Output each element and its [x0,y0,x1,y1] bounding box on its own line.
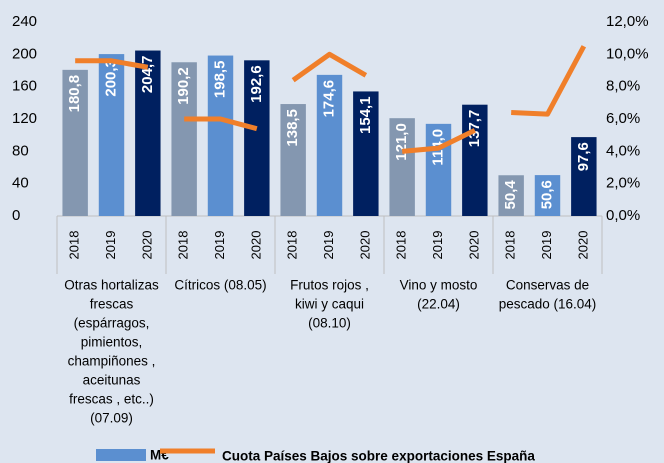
group-label: Cítricos (08.05) [174,278,266,293]
x-tick-label: 2019 [103,231,118,260]
value-label: 200,3 [102,59,119,97]
bar [207,55,234,216]
x-tick-label: 2020 [139,231,154,260]
legend-swatch [96,449,146,461]
bar [425,123,452,216]
group-label: champiñones , [68,354,156,369]
x-tick-label: 2020 [575,231,590,260]
bar [135,50,161,217]
x-tick-label: 2020 [466,231,481,260]
bar [244,60,270,216]
bar [280,104,306,216]
bar [389,118,415,216]
y-tick-label: 200 [12,45,37,62]
x-tick-label: 2018 [394,231,409,260]
y2-tick-label: 2,0% [606,175,640,192]
group-label: frescas , etc..) [69,392,154,407]
y2-tick-label: 8,0% [606,78,640,95]
group-label: kiwi y caqui [295,297,364,312]
group-label: Frutos rojos , [290,278,369,293]
bar [316,74,343,217]
y-tick-label: 120 [12,110,37,127]
y-tick-label: 40 [12,175,29,192]
value-label: 190,2 [175,67,192,105]
value-label: 97,6 [575,142,592,171]
group-label: (08.10) [308,316,351,331]
group-label: frescas [90,297,134,312]
group-label: Conservas de [506,278,589,293]
x-tick-label: 2019 [321,231,336,260]
value-label: 154,1 [357,96,374,134]
bar [571,137,597,216]
x-tick-label: 2019 [430,231,445,260]
group-label: Vino y mosto [400,278,478,293]
line-segment [291,51,368,83]
y2-tick-label: 0,0% [606,207,640,224]
legend-label: Cuota Países Bajos sobre exportaciones E… [222,449,535,463]
line-segment [401,128,476,154]
y2-tick-label: 10,0% [606,45,649,62]
group-label: aceitunas [83,373,141,388]
bar [534,175,561,216]
x-tick-label: 2018 [285,231,300,260]
x-tick-label: 2018 [67,231,82,260]
bar [62,69,88,216]
value-label: 137,7 [466,110,483,148]
y2-tick-label: 4,0% [606,142,640,159]
group-label: (espárragos, [74,316,150,331]
x-tick-label: 2020 [248,231,263,260]
value-label: 180,8 [66,75,83,113]
value-label: 50,4 [502,180,519,210]
value-label: 204,7 [139,56,156,94]
group-label: pescado (16.04) [499,297,597,312]
bar [462,104,488,216]
x-tick-label: 2020 [357,231,372,260]
group-label: Otras hortalizas [64,278,159,293]
value-label: 198,5 [211,61,228,99]
bar [171,62,197,216]
group-label: (22.04) [417,297,460,312]
y-tick-label: 240 [12,13,37,30]
group-label: pimientos, [81,335,143,350]
x-tick-label: 2018 [176,231,191,260]
group-label: (07.09) [90,411,133,426]
y-tick-label: 80 [12,142,29,159]
value-label: 50,6 [538,180,555,209]
y-tick-label: 160 [12,78,37,95]
x-tick-label: 2019 [212,231,227,260]
y2-tick-label: 6,0% [606,110,640,127]
x-tick-label: 2019 [539,231,554,260]
line-segment [184,116,258,132]
y2-tick-label: 12,0% [606,13,649,30]
y-tick-label: 0 [12,207,20,224]
bar [98,54,125,216]
value-label: 174,6 [320,80,337,118]
value-label: 138,5 [284,109,301,147]
line-segment [75,58,149,70]
line-segment [511,45,587,117]
x-tick-label: 2018 [503,231,518,260]
value-label: 192,6 [248,65,265,103]
bar [498,175,524,216]
bar [353,91,379,216]
value-label: 121,0 [393,123,410,161]
